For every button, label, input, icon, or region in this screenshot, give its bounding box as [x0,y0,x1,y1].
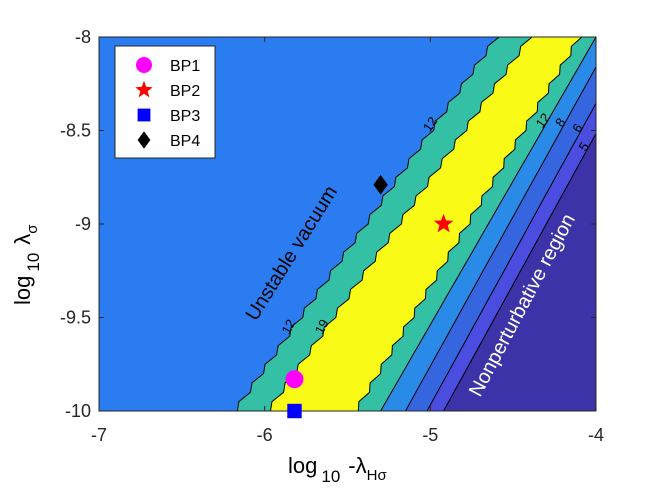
x-axis-ticks: -7 -6 -5 -4 [91,37,604,445]
contour-line-5 [426,102,596,411]
marker-bp2 [433,213,454,233]
legend-label-bp2: BP2 [170,83,200,100]
legend-label-bp1: BP1 [170,58,200,75]
y-axis-label: log10λσ [10,224,43,305]
contour-line-2 [357,37,583,411]
x-tick-label: -5 [422,425,438,445]
legend-marker-bp4 [137,131,151,149]
marker-bp4 [373,174,388,195]
legend-marker-bp3 [137,108,151,122]
contour-label-19-lower: 19 [312,317,332,337]
y-tick-label: -9.5 [60,308,91,328]
legend-marker-bp1 [136,57,152,73]
legend-marker-bp2 [135,80,153,98]
contour-label-19-upper: 12 [420,114,441,134]
legend: BP1 BP2 BP3 BP4 [114,45,216,159]
marker-bp1 [285,370,304,389]
contour-line-6 [443,132,596,411]
contour-label-12-lower: 12 [278,317,298,337]
contour-label-12-upper: 12 [533,110,554,130]
benchmark-markers [285,174,454,419]
x-tick-label: -4 [588,425,604,445]
contour-line-4 [405,65,596,411]
y-tick-label: -10 [65,401,91,421]
legend-label-bp4: BP4 [170,133,200,150]
y-axis-ticks: -10 -9.5 -9 -8.5 -8 [60,27,596,421]
x-axis-label: log 10 -λHσ [288,453,387,486]
contour-line-3 [380,37,596,411]
contour-lines [236,37,596,411]
y-tick-label: -8.5 [60,121,91,141]
legend-label-bp3: BP3 [170,108,200,125]
contour-regions [99,37,596,411]
x-tick-label: -7 [91,425,107,445]
contour-line-1 [270,37,533,411]
marker-bp3 [287,403,302,419]
y-tick-label: -8 [75,27,91,47]
contour-line-0 [236,37,500,411]
y-tick-label: -9 [75,214,91,234]
x-tick-label: -6 [257,425,273,445]
